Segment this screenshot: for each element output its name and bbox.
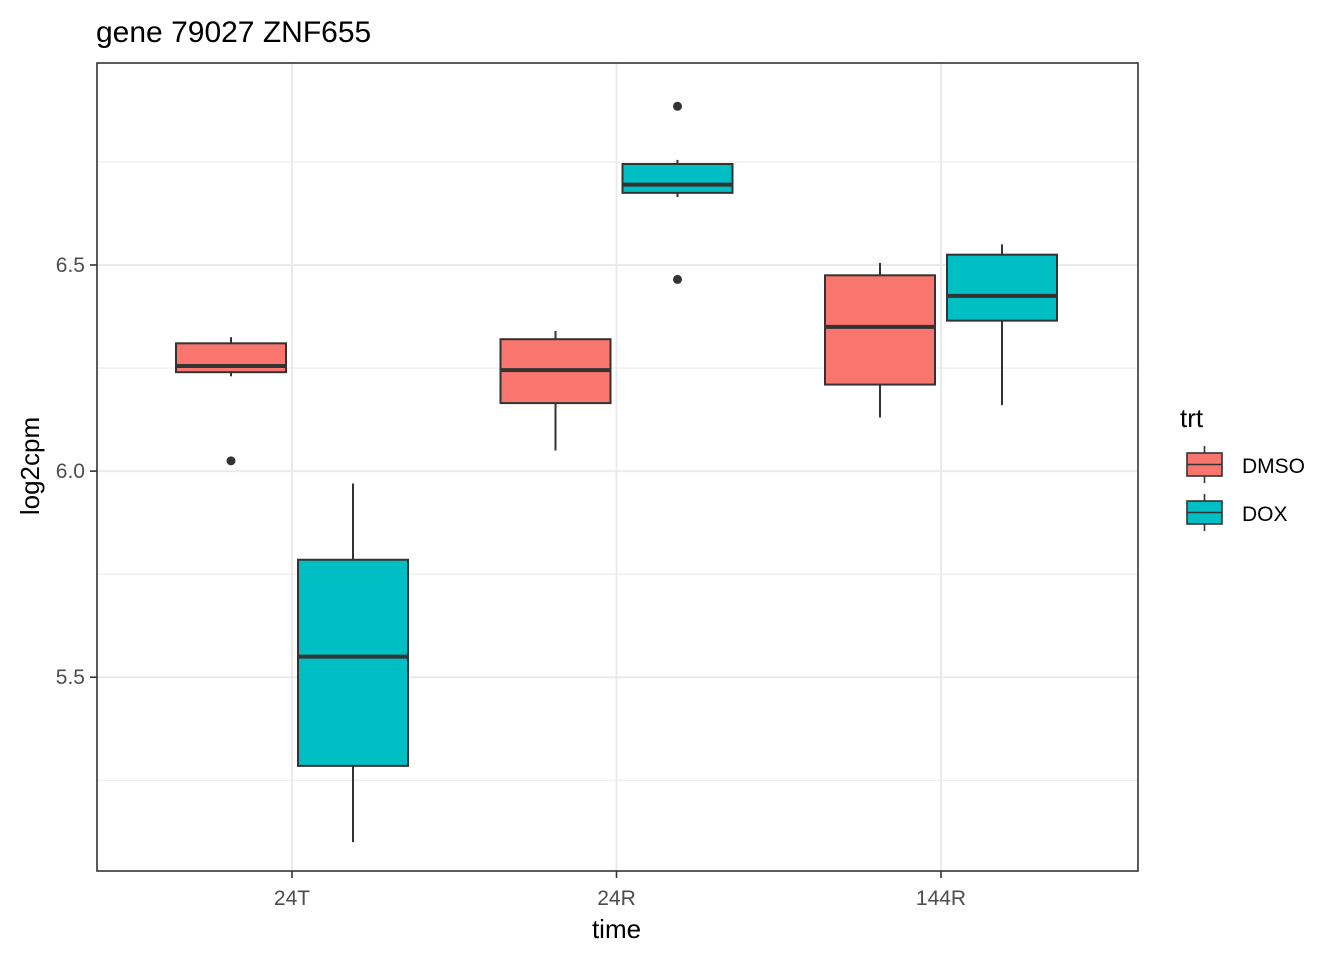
plot-panel: 5.5 6.0 6.5 24T 24R 144R [56,62,1139,910]
legend-label: DOX [1242,503,1288,526]
box-dox-144r [946,253,1058,322]
outlier-point [673,274,682,284]
x-tick-label: 24T [274,887,310,910]
outlier-point [226,456,236,466]
panel-border [96,62,1139,872]
y-tick-label: 5.5 [56,666,85,689]
y-tick-label: 6.0 [56,460,85,483]
box-dox-24r [621,163,734,194]
legend-title: trt [1180,403,1204,433]
x-tick-label: 24R [597,887,636,910]
box-dmso-144r [824,274,936,386]
x-axis-label: time [592,914,641,944]
box-dox-24t [297,558,409,767]
chart-title: gene 79027 ZNF655 [96,16,371,49]
legend: trt DMSO DOX [1180,403,1305,531]
outlier-point [673,101,682,111]
y-axis-label: log2cpm [15,417,45,515]
y-tick-label: 6.5 [56,254,85,277]
x-tick-label: 144R [916,887,966,910]
legend-label: DMSO [1242,455,1305,478]
